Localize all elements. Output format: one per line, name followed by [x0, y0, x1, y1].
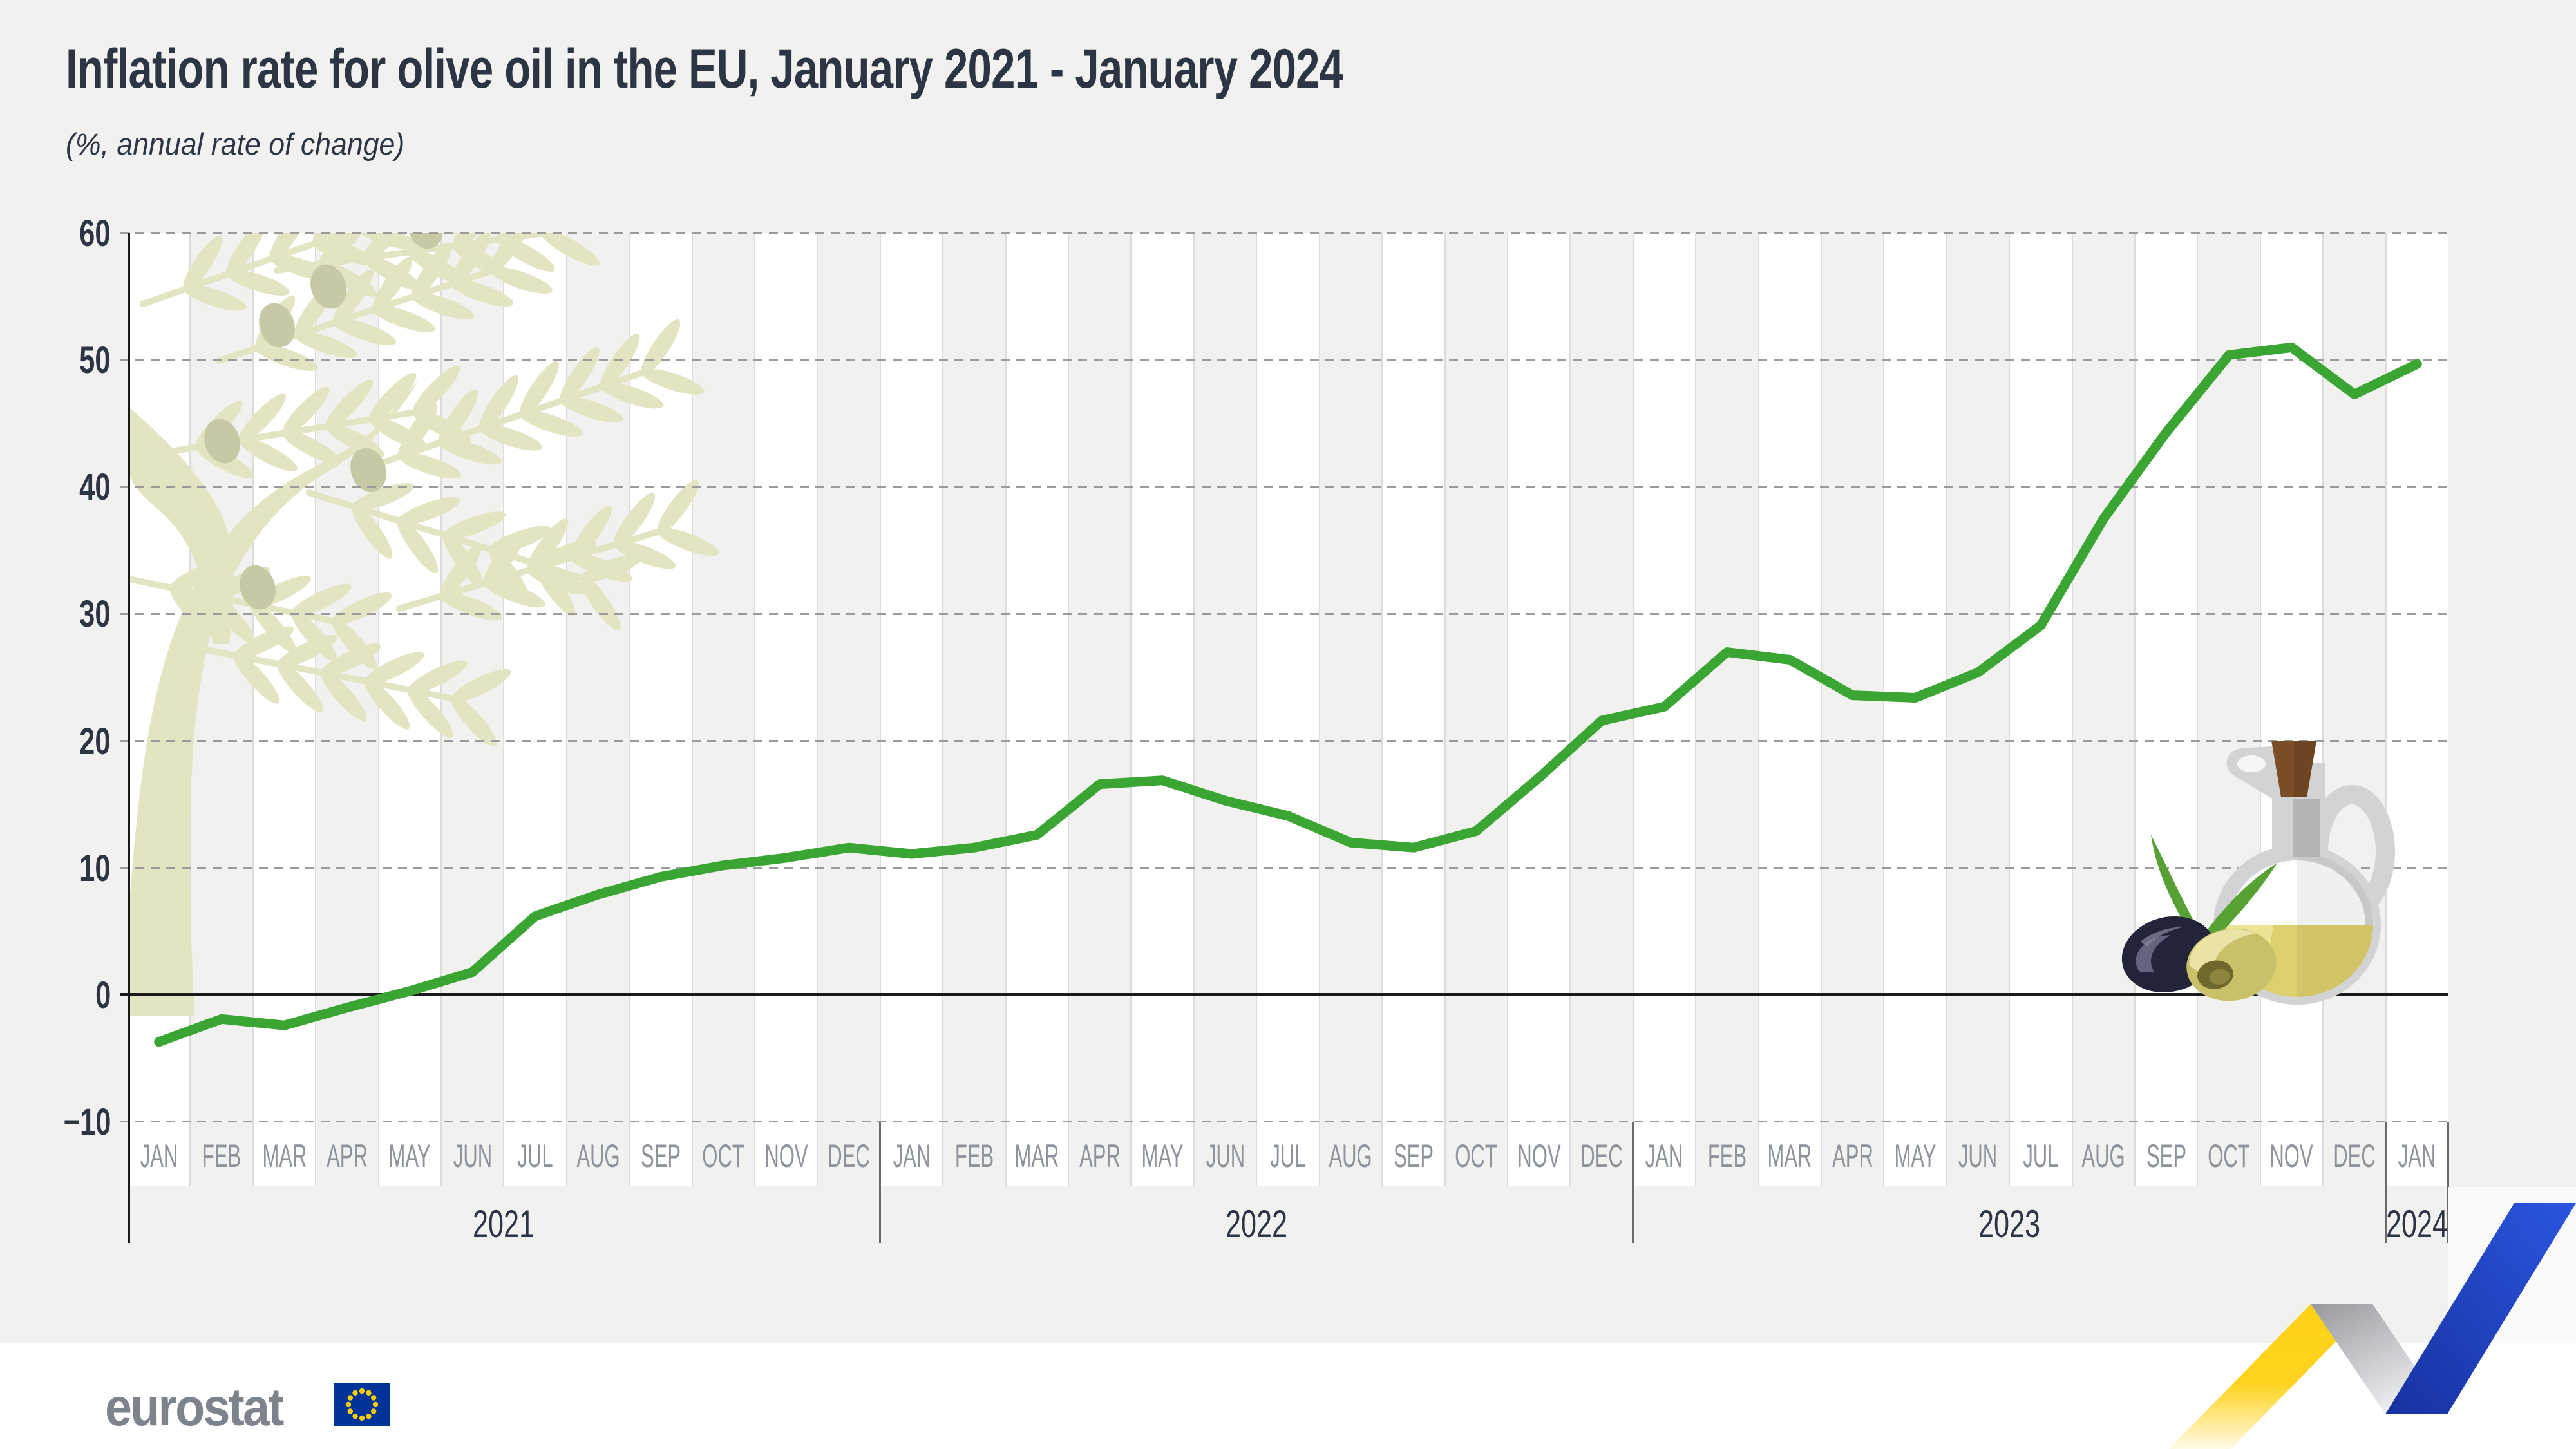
ribbon-yellow-band: [2169, 1304, 2372, 1449]
olive-leaf: [2197, 863, 2277, 947]
green-olive: [2186, 928, 2277, 1001]
ribbon-blue-band: [2385, 1203, 2576, 1414]
page-title: Inflation rate for olive oil in the EU, …: [66, 38, 1343, 100]
olive-leaf: [2151, 835, 2202, 942]
eu-flag-icon: [334, 1383, 390, 1426]
page-subtitle: (%, annual rate of change): [66, 127, 405, 161]
inflation-line: [154, 342, 2422, 1047]
eurostat-logo: eurostat: [105, 1378, 390, 1437]
footer-strip: [0, 1343, 2576, 1449]
eurostat-wordmark: eurostat: [105, 1378, 284, 1437]
